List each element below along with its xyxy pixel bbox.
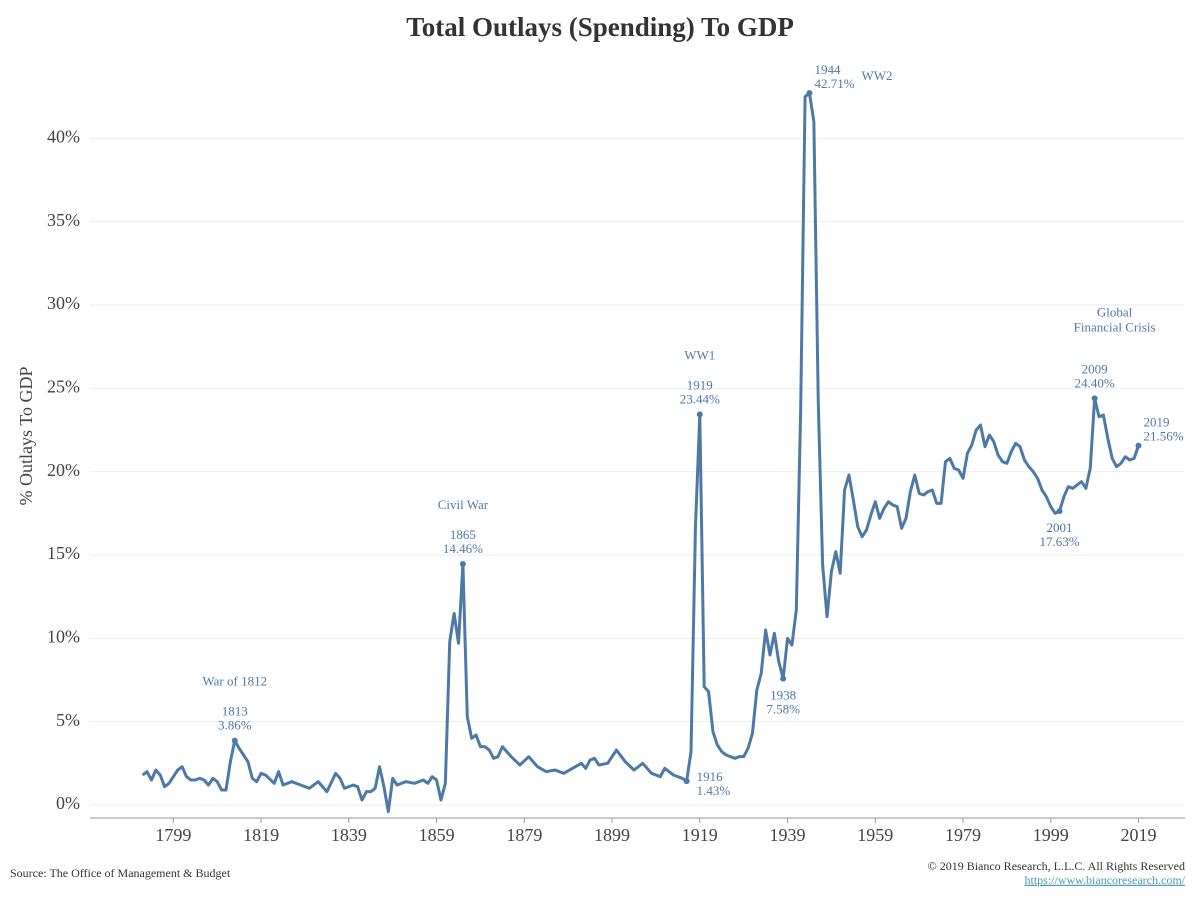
point-year-label: 1938 [770, 688, 796, 703]
y-axis-label: % Outlays To GDP [16, 367, 36, 506]
point-value-label: 1.43% [697, 783, 731, 798]
x-tick-label: 1859 [419, 825, 455, 845]
point-value-label: 42.71% [814, 76, 854, 91]
y-tick-label: 35% [47, 210, 80, 230]
point-value-label: 23.44% [680, 391, 720, 406]
x-tick-label: 1919 [682, 825, 718, 845]
chart-title: Total Outlays (Spending) To GDP [406, 12, 794, 42]
x-tick-label: 1939 [770, 825, 806, 845]
event-label: WW2 [861, 68, 892, 83]
highlight-point [806, 90, 813, 97]
highlight-point [1135, 442, 1142, 449]
point-value-label: 17.63% [1039, 534, 1079, 549]
point-year-label: 2009 [1082, 361, 1108, 376]
y-tick-label: 40% [47, 126, 80, 146]
point-value-label: 21.56% [1143, 429, 1183, 444]
y-tick-label: 20% [47, 460, 80, 480]
highlight-point [1056, 508, 1063, 515]
y-tick-label: 25% [47, 376, 80, 396]
event-label: Financial Crisis [1074, 319, 1156, 334]
point-year-label: 1944 [814, 62, 841, 77]
point-year-label: 1813 [222, 704, 248, 719]
highlight-point [683, 778, 690, 785]
source: Source: The Office of Management & Budge… [10, 866, 231, 880]
x-tick-label: 1799 [155, 825, 191, 845]
highlight-point [780, 675, 787, 682]
x-tick-label: 2019 [1120, 825, 1156, 845]
x-tick-label: 1819 [243, 825, 279, 845]
y-tick-label: 5% [56, 710, 80, 730]
highlight-point [459, 561, 466, 567]
x-tick-label: 1879 [506, 825, 542, 845]
event-label: Civil War [438, 497, 489, 512]
y-tick-label: 30% [47, 293, 80, 313]
point-value-label: 14.46% [443, 541, 483, 556]
x-tick-label: 1979 [945, 825, 981, 845]
point-year-label: 1919 [687, 377, 713, 392]
point-year-label: 2019 [1143, 415, 1169, 430]
highlight-point [231, 737, 238, 744]
x-tick-label: 1899 [594, 825, 630, 845]
point-year-label: 1865 [450, 527, 476, 542]
x-tick-label: 1999 [1033, 825, 1069, 845]
point-value-label: 24.40% [1075, 375, 1115, 390]
event-label: Global [1097, 304, 1133, 319]
point-year-label: 1916 [697, 769, 724, 784]
x-tick-label: 1839 [331, 825, 367, 845]
y-tick-label: 0% [56, 793, 80, 813]
point-value-label: 7.58% [766, 702, 800, 717]
event-label: War of 1812 [202, 674, 267, 689]
event-label: WW1 [684, 347, 715, 362]
x-tick-label: 1959 [857, 825, 893, 845]
point-value-label: 3.86% [218, 718, 252, 733]
data-line [141, 91, 1140, 814]
highlight-point [696, 411, 703, 418]
point-year-label: 2001 [1047, 520, 1073, 535]
url-link[interactable]: https://www.biancoresearch.com/ [1024, 873, 1185, 887]
y-tick-label: 10% [47, 626, 80, 646]
highlight-point [1091, 395, 1098, 402]
copyright: © 2019 Bianco Research, L.L.C. All Right… [928, 859, 1185, 873]
y-tick-label: 15% [47, 543, 80, 563]
